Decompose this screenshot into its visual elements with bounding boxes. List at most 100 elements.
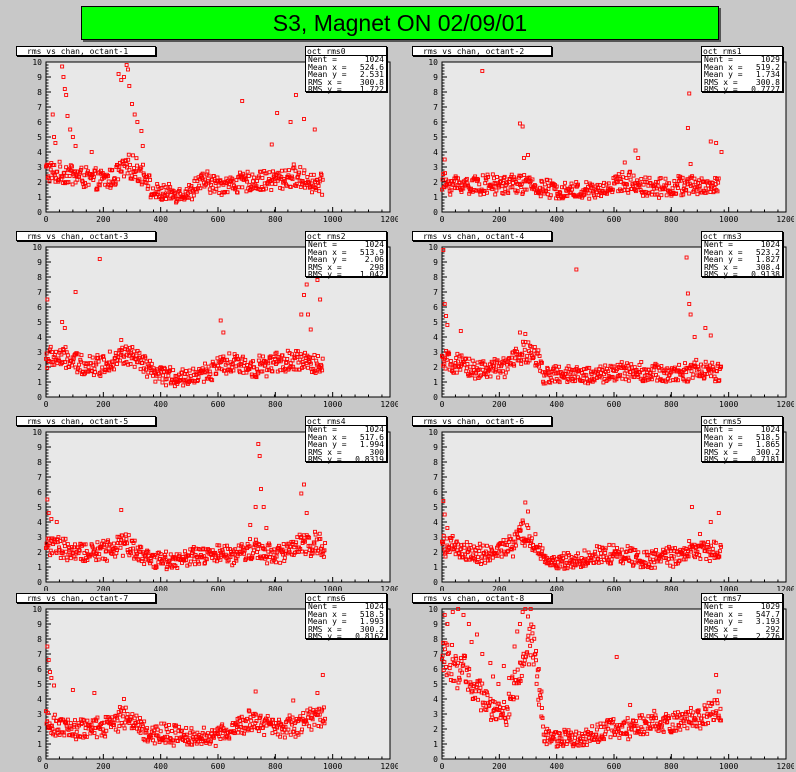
stats-value: 547.7 xyxy=(755,610,780,619)
data-point xyxy=(313,532,318,537)
data-point xyxy=(117,724,122,729)
data-point xyxy=(313,368,317,373)
data-point xyxy=(711,190,716,195)
y-tick-label: 9 xyxy=(37,258,42,267)
data-point xyxy=(317,531,322,536)
stats-row-rms-x: RMS x = 300.8 xyxy=(704,79,780,87)
data-point xyxy=(710,360,715,365)
data-point xyxy=(94,551,99,556)
data-point xyxy=(670,186,675,191)
data-point xyxy=(576,551,580,556)
data-point xyxy=(58,164,63,169)
stats-row-rms-y: RMS y = 2.276 xyxy=(704,633,780,641)
data-point xyxy=(303,539,307,544)
data-point xyxy=(132,349,137,354)
stats-value: 517.6 xyxy=(359,433,384,442)
y-tick-label: 0 xyxy=(433,578,438,587)
y-tick-label: 4 xyxy=(37,333,42,342)
data-point xyxy=(158,552,163,557)
data-point xyxy=(551,555,556,559)
data-point xyxy=(614,655,619,659)
data-point xyxy=(82,173,87,178)
data-point xyxy=(704,557,709,561)
data-point xyxy=(57,159,62,164)
x-tick-label: 1200 xyxy=(380,400,398,409)
data-point xyxy=(684,370,689,375)
data-point xyxy=(509,355,514,360)
data-point xyxy=(261,725,265,730)
data-point xyxy=(574,267,579,272)
y-tick-label: 0 xyxy=(37,755,42,764)
stats-value: 2.531 xyxy=(359,71,384,79)
data-point xyxy=(683,557,688,562)
data-point xyxy=(526,509,530,514)
y-tick-label: 6 xyxy=(433,303,438,312)
data-point xyxy=(78,168,83,172)
data-point xyxy=(47,179,52,184)
data-point xyxy=(675,378,680,383)
data-point xyxy=(265,714,270,718)
data-point xyxy=(313,371,318,375)
data-point xyxy=(110,363,115,368)
data-point xyxy=(236,727,241,732)
data-point xyxy=(586,191,591,196)
data-point xyxy=(552,737,557,742)
data-point xyxy=(454,656,459,661)
data-point xyxy=(442,613,447,617)
y-tick-label: 10 xyxy=(428,605,438,614)
y-tick-label: 10 xyxy=(428,428,438,437)
data-point xyxy=(106,538,111,543)
data-point xyxy=(599,551,603,556)
data-point xyxy=(134,156,139,161)
data-point xyxy=(130,546,135,551)
data-point xyxy=(142,562,147,567)
data-point xyxy=(667,181,671,186)
data-point xyxy=(118,545,123,550)
data-point xyxy=(123,344,128,349)
y-tick-label: 10 xyxy=(32,58,42,67)
data-point xyxy=(606,181,611,186)
data-point xyxy=(685,291,690,296)
stats-row-rms-y: RMS y = 0.7727 xyxy=(704,86,780,94)
data-point xyxy=(49,517,54,521)
data-point xyxy=(79,353,84,358)
x-tick-label: 0 xyxy=(44,400,49,409)
data-point xyxy=(440,177,445,182)
data-point xyxy=(496,375,501,380)
data-point xyxy=(294,181,299,186)
data-point xyxy=(463,356,468,361)
data-point xyxy=(457,180,462,185)
stats-row-rms-y: RMS y = 1.722 xyxy=(308,86,384,94)
data-point xyxy=(487,558,492,563)
x-tick-label: 1200 xyxy=(776,215,794,224)
data-point xyxy=(684,187,689,192)
data-point xyxy=(709,700,714,705)
y-tick-label: 1 xyxy=(37,193,42,202)
data-point xyxy=(477,367,482,372)
data-point xyxy=(608,735,613,740)
data-point xyxy=(298,165,303,170)
data-point xyxy=(177,378,182,383)
data-point xyxy=(103,734,108,739)
data-point xyxy=(673,546,677,551)
data-point xyxy=(716,511,721,515)
data-point xyxy=(64,549,69,554)
data-point xyxy=(694,718,699,723)
stats-row-mean-x: Mean x = 523.2 xyxy=(704,249,780,257)
data-point xyxy=(505,367,510,372)
data-point xyxy=(193,562,197,567)
data-point xyxy=(116,177,121,182)
data-point xyxy=(502,715,507,720)
data-point xyxy=(46,658,51,662)
data-point xyxy=(677,558,682,563)
data-point xyxy=(714,369,719,374)
data-point xyxy=(240,185,245,190)
y-tick-label: 9 xyxy=(433,620,438,629)
data-point xyxy=(646,714,651,719)
x-tick-label: 600 xyxy=(211,400,226,409)
data-point xyxy=(501,191,506,196)
data-point xyxy=(675,186,680,190)
data-point xyxy=(507,356,512,361)
histogram-name: oct_rms5 xyxy=(702,418,782,426)
data-point xyxy=(667,716,671,721)
